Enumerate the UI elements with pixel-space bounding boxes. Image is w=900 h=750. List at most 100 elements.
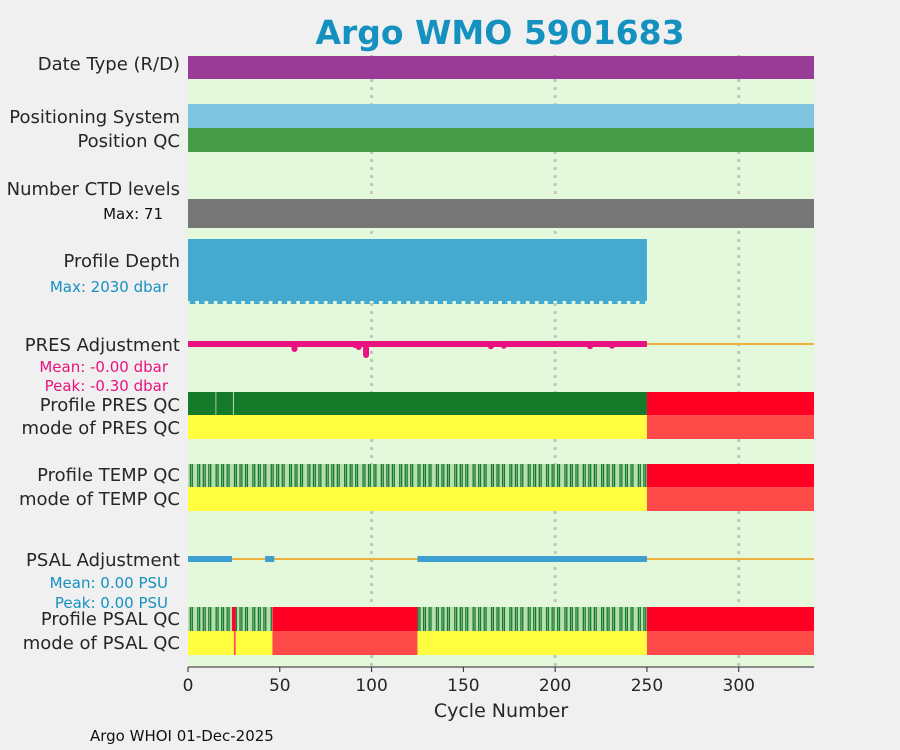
psal-qc-good	[575, 607, 577, 631]
temp-qc-good	[509, 464, 511, 487]
pres-qc-segment	[215, 392, 217, 415]
psal-qc-good	[422, 607, 425, 631]
temp-qc-good	[492, 464, 495, 487]
positioning-system-bar	[188, 104, 814, 128]
temp-qc-good	[263, 464, 265, 487]
temp-qc-good	[588, 464, 590, 487]
profile-depth-bar	[188, 239, 647, 301]
psal-qc-good	[602, 607, 605, 631]
temp-qc-good	[270, 464, 272, 487]
psal-qc-good	[244, 607, 247, 631]
temp-qc-good	[355, 464, 357, 487]
temp-qc-good	[520, 464, 522, 487]
temp-qc-good	[235, 464, 238, 487]
temp-qc-good	[430, 464, 432, 487]
temp-qc-good	[529, 464, 531, 487]
psal-qc-good	[252, 607, 254, 631]
psal-mode-segment	[233, 631, 236, 655]
temp-qc-good	[527, 464, 529, 487]
psal-qc-good	[430, 607, 432, 631]
temp-qc-good	[373, 464, 375, 487]
psal-qc-good	[545, 607, 548, 631]
temp-qc-good	[448, 464, 450, 487]
profile-depth-tick	[483, 301, 490, 304]
psal-qc-good	[637, 607, 640, 631]
temp-qc-good	[435, 464, 438, 487]
temp-qc-good	[624, 464, 627, 487]
temp-qc-good	[210, 464, 212, 487]
temp-qc-good	[582, 464, 584, 487]
temp-qc-good	[545, 464, 548, 487]
psal-qc-good	[490, 607, 493, 631]
temp-qc-good	[566, 464, 568, 487]
profile-depth-tick	[299, 301, 306, 304]
data-bars	[188, 56, 814, 655]
temp-qc-good	[356, 464, 359, 487]
temp-qc-good	[257, 464, 260, 487]
pres-qc-segment	[216, 392, 233, 415]
temp-qc-good	[575, 464, 577, 487]
psal-qc-good	[259, 607, 261, 631]
temp-qc-good	[613, 464, 616, 487]
x-tick-label: 250	[631, 676, 663, 696]
profile-depth-tick	[437, 301, 444, 304]
label-profile-psal-qc: Profile PSAL QC	[41, 609, 180, 630]
psal-qc-good	[516, 607, 518, 631]
psal-qc-segment	[232, 607, 236, 631]
psal-qc-good	[437, 607, 439, 631]
temp-qc-good	[424, 464, 427, 487]
pres-qc-segment	[233, 392, 647, 415]
psal-qc-good	[547, 607, 550, 631]
temp-qc-good	[474, 464, 476, 487]
psal-qc-good	[474, 607, 476, 631]
x-tick-label: 150	[447, 676, 479, 696]
temp-qc-good	[312, 464, 315, 487]
temp-qc-good	[299, 464, 302, 487]
temp-qc-good	[318, 464, 320, 487]
psal-qc-good	[459, 607, 461, 631]
temp-qc-good	[498, 464, 500, 487]
psal-qc-good	[472, 607, 474, 631]
psal-qc-good	[257, 607, 260, 631]
psal-qc-good	[197, 607, 199, 631]
psal-qc-good	[479, 607, 482, 631]
psal-qc-good	[503, 607, 506, 631]
chart-title: Argo WMO 5901683	[315, 13, 684, 52]
profile-depth-tick	[208, 301, 214, 304]
label-data-type: Date Type (R/D)	[38, 54, 180, 75]
x-tick-label: 50	[269, 676, 291, 696]
temp-qc-good	[437, 464, 439, 487]
temp-qc-segment	[646, 464, 814, 487]
pres-qc-segment	[188, 392, 216, 415]
profile-depth-tick	[612, 301, 618, 304]
temp-qc-good	[233, 464, 236, 487]
temp-qc-good	[632, 464, 634, 487]
label-pres-adjustment: PRES Adjustment	[25, 335, 180, 356]
temp-qc-good	[380, 464, 383, 487]
temp-qc-good	[228, 464, 230, 487]
temp-qc-good	[547, 464, 550, 487]
temp-qc-good	[410, 464, 412, 487]
psal-qc-good	[630, 607, 632, 631]
label-position-qc: Position QC	[77, 131, 180, 152]
temp-qc-good	[551, 464, 553, 487]
profile-depth-tick	[492, 301, 499, 304]
psal-qc-good	[454, 607, 456, 631]
temp-qc-good	[465, 464, 467, 487]
temp-qc-good	[556, 464, 559, 487]
grid-lines	[370, 55, 741, 667]
x-tick-label: 300	[723, 676, 755, 696]
temp-qc-good	[602, 464, 605, 487]
temp-qc-good	[479, 464, 482, 487]
psal-qc-good	[590, 607, 592, 631]
temp-qc-good	[612, 464, 614, 487]
psal-qc-good	[613, 607, 616, 631]
temp-qc-good	[441, 464, 443, 487]
psal-qc-good	[448, 607, 450, 631]
temp-qc-good	[281, 464, 283, 487]
psal-qc-good	[217, 607, 219, 631]
x-tick-label: 100	[355, 676, 387, 696]
label-positioning-system: Positioning System	[9, 107, 180, 128]
psal-qc-good	[577, 607, 579, 631]
profile-depth-tick	[419, 301, 425, 304]
